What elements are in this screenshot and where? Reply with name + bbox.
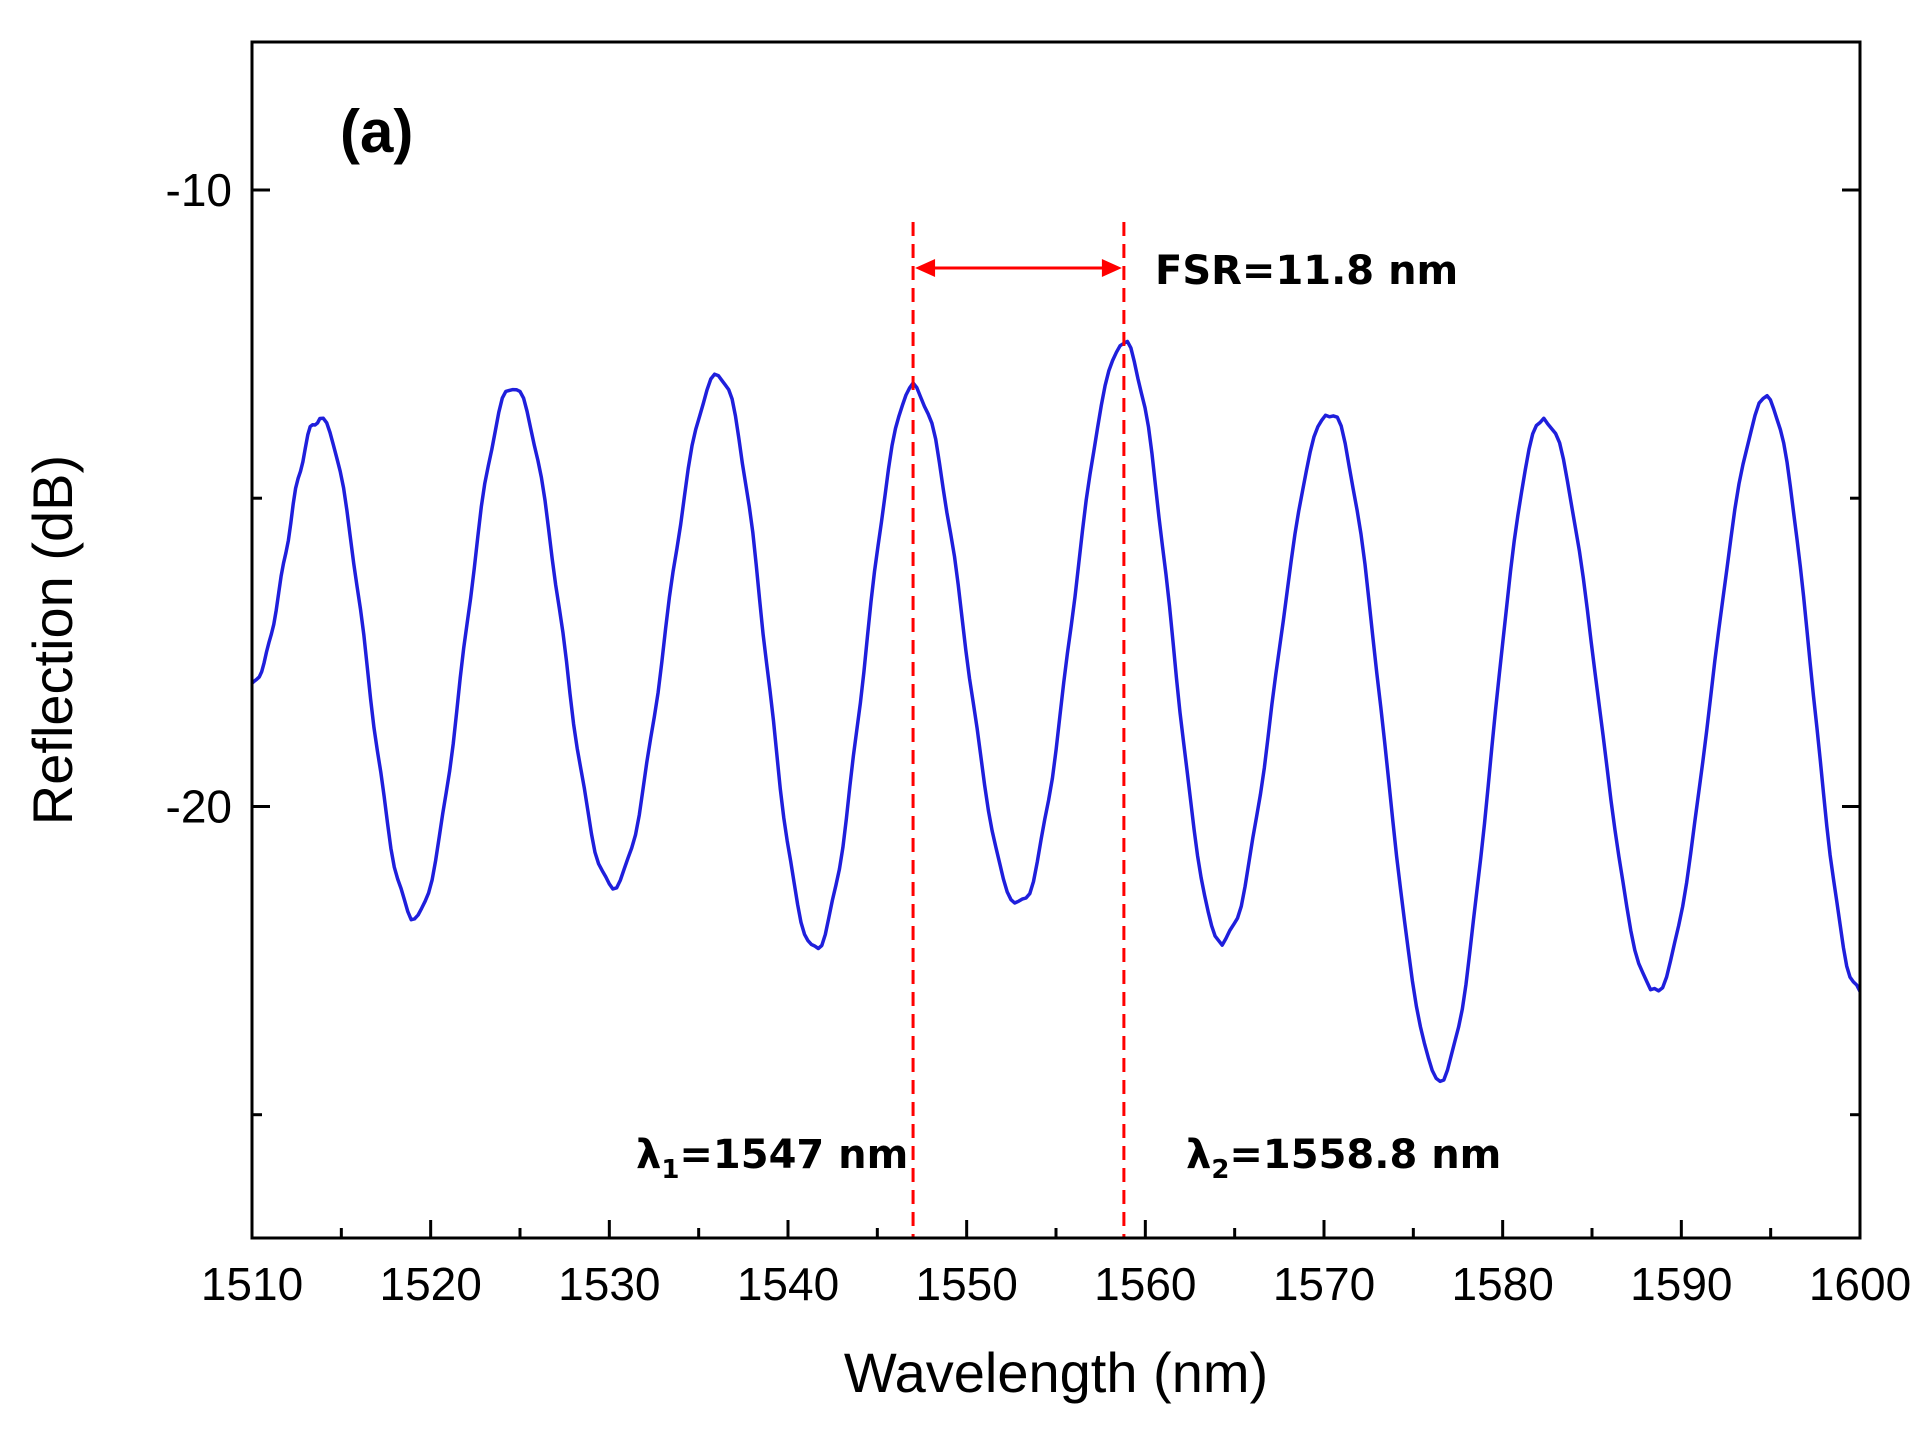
lambda1-symbol: λ [636,1132,661,1178]
lambda2-label: λ2=1558.8 nm [1186,1132,1501,1185]
y-axis-title: Reflection (dB) [21,455,84,825]
lambda1-label: λ1=1547 nm [636,1132,908,1185]
lambda2-subscript: 2 [1211,1155,1229,1185]
x-tick-label: 1510 [201,1258,303,1310]
x-tick-label: 1520 [379,1258,481,1310]
y-tick-label: -20 [166,780,232,832]
fsr-arrow-head-left [915,259,936,277]
y-tick-labels: -10 -20 [166,164,232,832]
plot-frame [250,40,1862,1240]
panel-label: (a) [340,98,413,165]
wavelength-markers [911,222,1126,1238]
x-tick-label: 1600 [1809,1258,1911,1310]
fsr-arrow-head-right [1101,259,1122,277]
x-tick-labels: 1510 1520 1530 1540 1550 1560 1570 1580 1590 1600 [201,1258,1911,1310]
fsr-arrow [915,259,1122,277]
y-tick-label: -10 [166,164,232,216]
axis-ticks [250,188,1862,1238]
x-tick-label: 1550 [915,1258,1017,1310]
fsr-label: FSR=11.8 nm [1155,248,1458,294]
x-tick-label: 1560 [1094,1258,1196,1310]
x-tick-label: 1590 [1630,1258,1732,1310]
x-tick-label: 1580 [1451,1258,1553,1310]
x-tick-label: 1530 [558,1258,660,1310]
x-tick-label: 1540 [737,1258,839,1310]
lambda1-subscript: 1 [661,1155,679,1185]
lambda2-value: =1558.8 nm [1229,1132,1501,1178]
lambda2-symbol: λ [1186,1132,1211,1178]
x-axis-title: Wavelength (nm) [844,1341,1268,1404]
x-tick-label: 1570 [1273,1258,1375,1310]
reflection-spectrum-line [250,339,1862,1084]
lambda1-value: =1547 nm [679,1132,908,1178]
